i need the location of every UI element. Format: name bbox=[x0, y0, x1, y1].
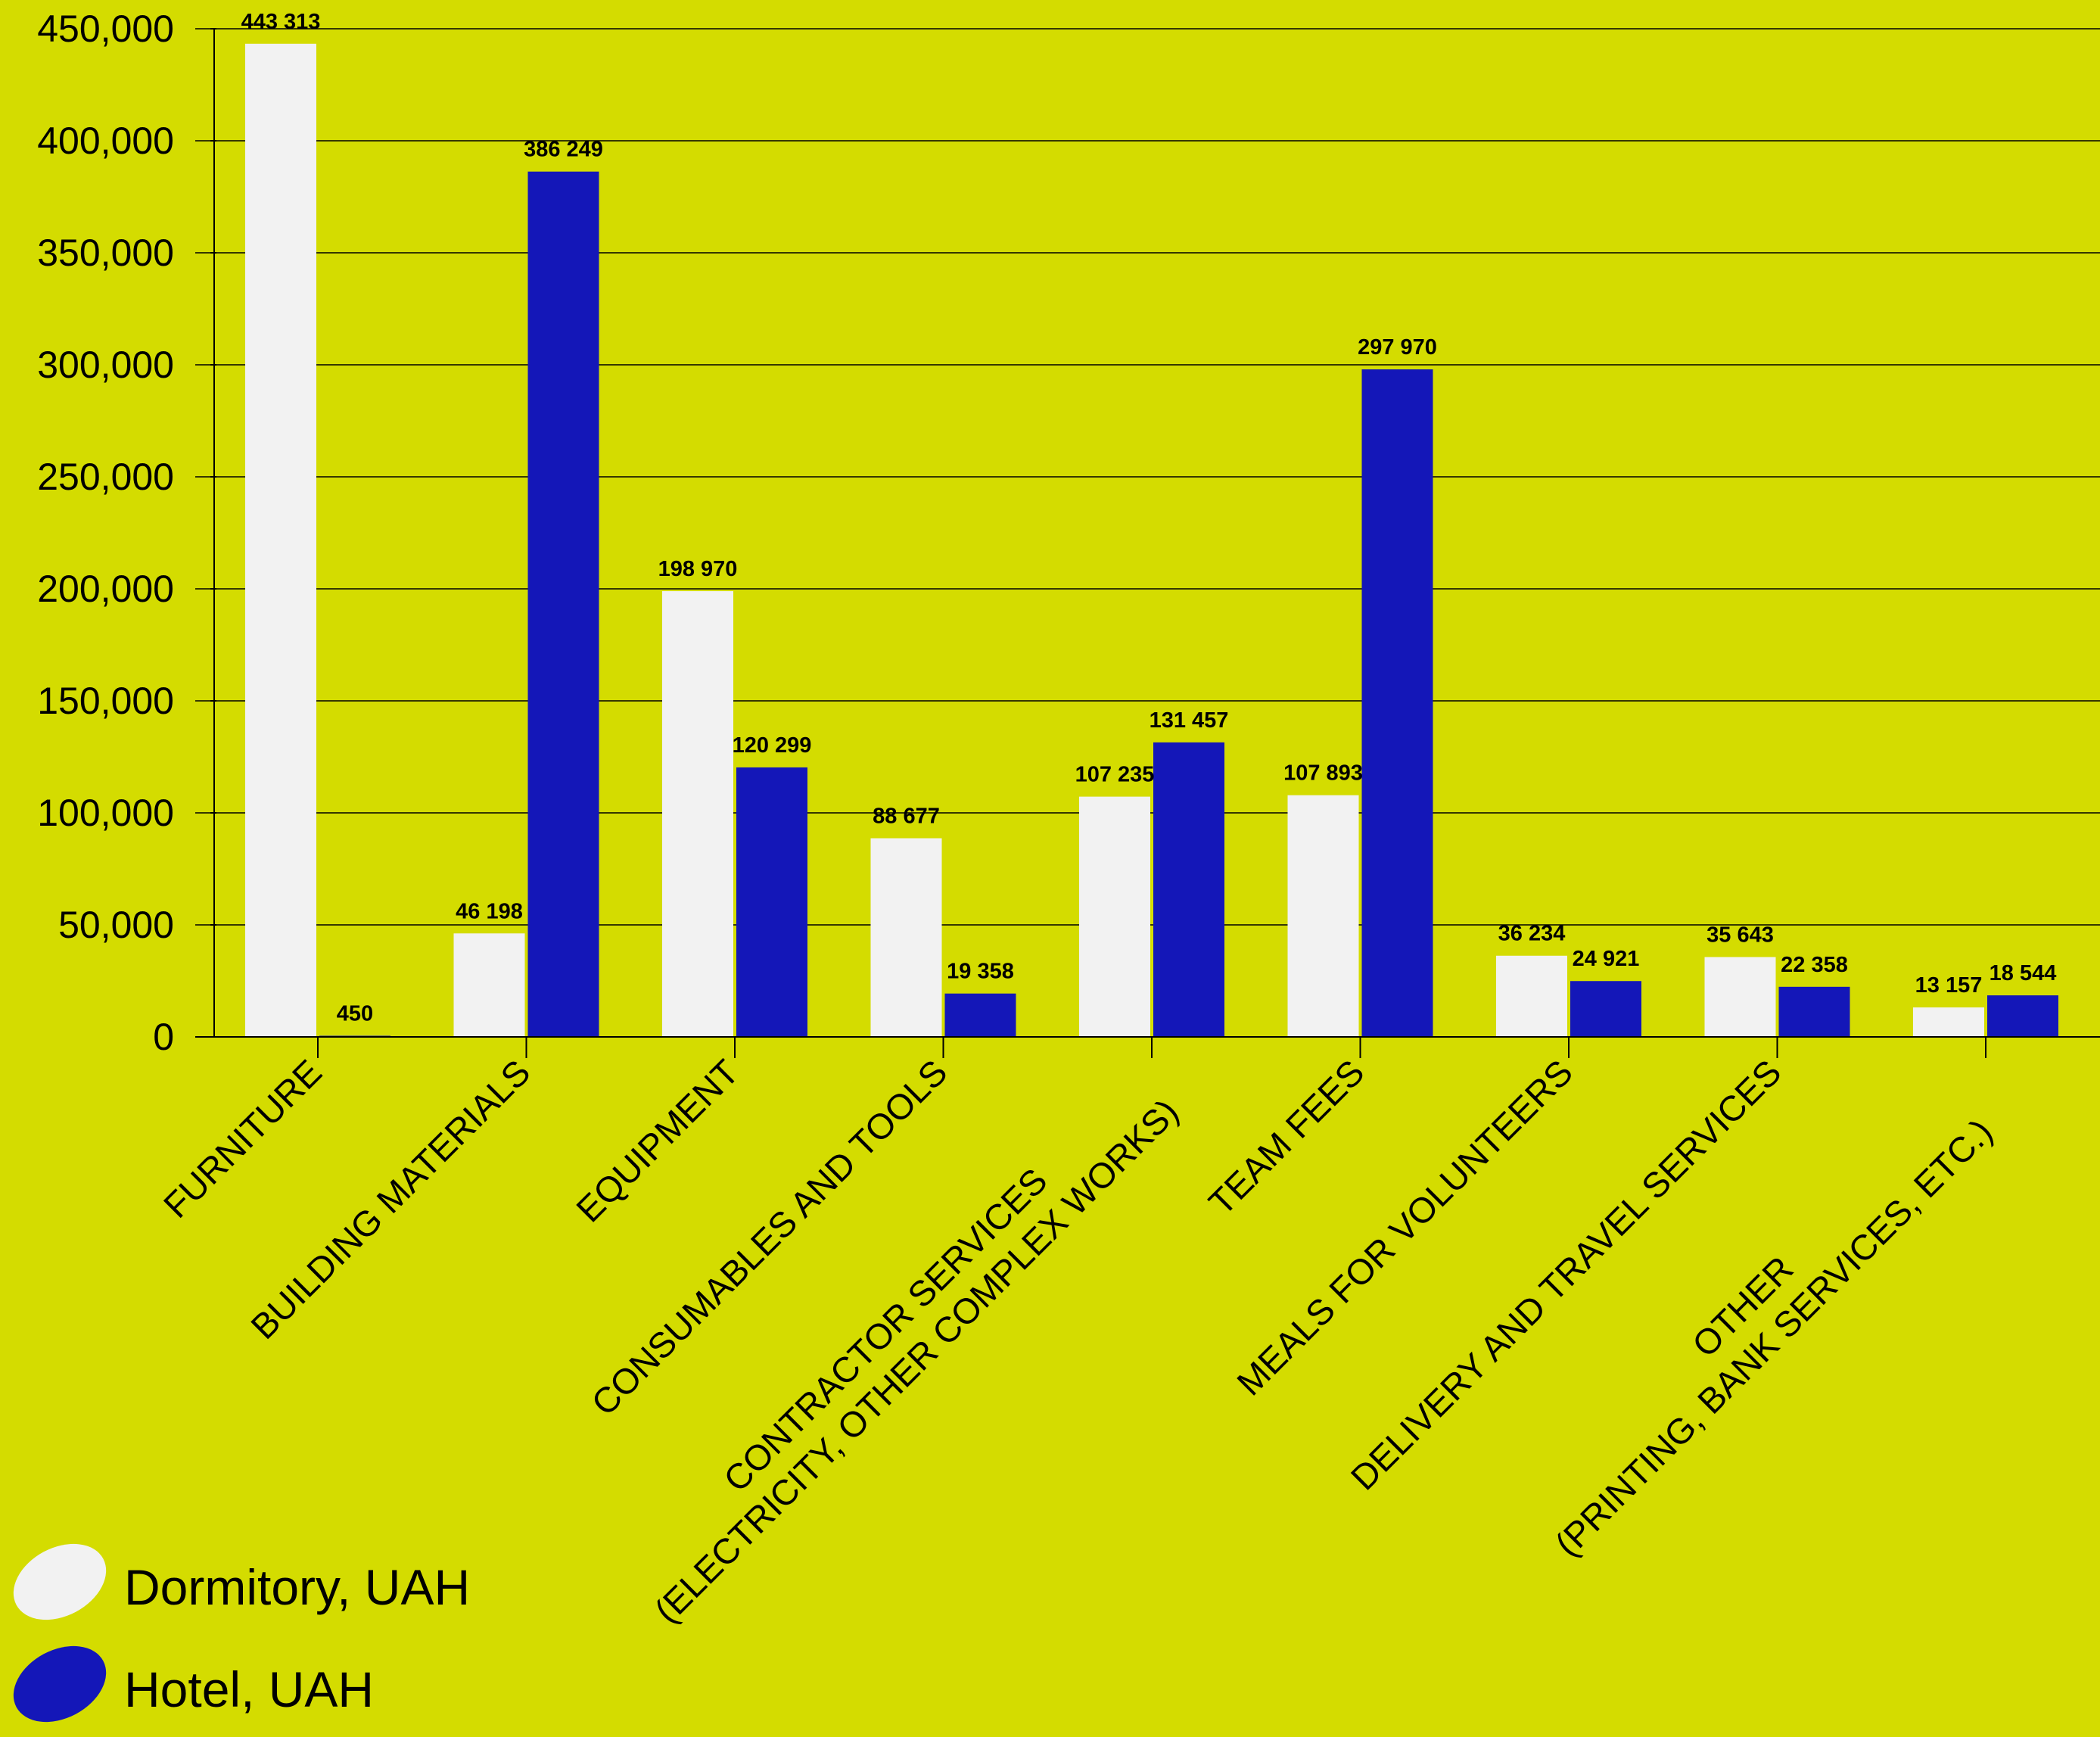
bar-hotel bbox=[944, 993, 1016, 1037]
x-tick-label-line: MEALS FOR VOLUNTEERS bbox=[1229, 1052, 1580, 1403]
bar-hotel bbox=[1570, 981, 1641, 1037]
data-label: 13 157 bbox=[1915, 973, 1983, 998]
data-label: 35 643 bbox=[1706, 923, 1774, 947]
bar-dormitory bbox=[1287, 795, 1359, 1037]
value-labels: 443 313 450 46 198 386 249 198 970 120 299 88 … bbox=[241, 10, 2057, 1026]
legend-item-dormitory: Dormitory, UAH bbox=[0, 1528, 692, 1636]
bar-dormitory bbox=[870, 838, 942, 1037]
y-axis: 0 50,000 100,000 150,000 200,000 250,000 300,0… bbox=[37, 8, 216, 1058]
y-tick-label: 100,000 bbox=[37, 792, 174, 834]
x-tick-label: OTHER(PRINTING, BANK SERVICES, ETC.) bbox=[1516, 1080, 1999, 1564]
y-tick-label: 150,000 bbox=[37, 680, 174, 722]
bar-dormitory bbox=[245, 43, 316, 1038]
bar-hotel bbox=[1153, 742, 1224, 1037]
data-label: 46 198 bbox=[456, 899, 523, 923]
bar-dormitory bbox=[1704, 957, 1776, 1037]
data-label: 18 544 bbox=[1990, 961, 2057, 985]
x-tick-label: DELIVERY AND TRAVEL SERVICES bbox=[1342, 1052, 1788, 1498]
bar-hotel bbox=[527, 171, 599, 1037]
data-label: 88 677 bbox=[873, 805, 940, 829]
x-tick-label: TEAM FEES bbox=[1201, 1052, 1372, 1223]
data-label: 19 358 bbox=[947, 960, 1014, 984]
x-tick-label-line: (ELECTRICITY, OTHER COMPLEX WORKS) bbox=[646, 1091, 1186, 1631]
data-label: 22 358 bbox=[1781, 953, 1848, 977]
x-tick-label: MEALS FOR VOLUNTEERS bbox=[1229, 1052, 1580, 1403]
y-tick-label: 250,000 bbox=[37, 456, 174, 498]
legend-label-hotel: Hotel, UAH bbox=[124, 1661, 375, 1717]
y-tick-label: 450,000 bbox=[37, 8, 174, 50]
data-label: 198 970 bbox=[658, 557, 738, 581]
bar-dormitory bbox=[453, 933, 525, 1037]
bar-hotel bbox=[1361, 369, 1433, 1037]
bar-hotel bbox=[1987, 995, 2058, 1037]
x-tick-label-line: DELIVERY AND TRAVEL SERVICES bbox=[1342, 1052, 1788, 1498]
x-tick-label-line: FURNITURE bbox=[156, 1052, 329, 1225]
data-label: 450 bbox=[337, 1002, 373, 1026]
data-label: 24 921 bbox=[1573, 947, 1640, 971]
y-tick-label: 0 bbox=[153, 1016, 174, 1058]
gridlines bbox=[195, 28, 2100, 926]
x-tick-label-line: TEAM FEES bbox=[1201, 1052, 1372, 1223]
x-tick-label: CONTRACTOR SERVICES(ELECTRICITY, OTHER C… bbox=[615, 1060, 1186, 1631]
data-label: 36 234 bbox=[1498, 922, 1566, 946]
data-label: 443 313 bbox=[241, 10, 321, 34]
x-tick-label-line: EQUIPMENT bbox=[568, 1052, 746, 1230]
y-tick-label: 200,000 bbox=[37, 568, 174, 610]
bar-dormitory bbox=[662, 591, 733, 1037]
data-label: 386 249 bbox=[524, 138, 603, 162]
x-tick-label-line: (PRINTING, BANK SERVICES, ETC.) bbox=[1547, 1111, 1999, 1564]
data-label: 107 893 bbox=[1283, 761, 1363, 786]
data-label: 107 235 bbox=[1075, 763, 1155, 787]
y-tick-label: 400,000 bbox=[37, 120, 174, 162]
legend-label-dormitory: Dormitory, UAH bbox=[124, 1559, 471, 1615]
bar-dormitory bbox=[1079, 796, 1150, 1037]
y-tick-label: 300,000 bbox=[37, 344, 174, 386]
bar-hotel bbox=[736, 767, 807, 1037]
bars bbox=[245, 43, 2058, 1038]
y-tick-label: 50,000 bbox=[58, 904, 174, 946]
data-label: 120 299 bbox=[733, 733, 812, 758]
data-label: 297 970 bbox=[1358, 335, 1437, 360]
bar-dormitory bbox=[1913, 1007, 1984, 1037]
y-tick-label: 350,000 bbox=[37, 232, 174, 274]
bar-dormitory bbox=[1496, 955, 1567, 1037]
legend-item-hotel: Hotel, UAH bbox=[0, 1630, 692, 1737]
x-tick-label: FURNITURE bbox=[156, 1052, 329, 1225]
data-label: 131 457 bbox=[1150, 708, 1229, 733]
bar-hotel bbox=[1778, 986, 1850, 1037]
x-tick-label: EQUIPMENT bbox=[568, 1052, 746, 1230]
